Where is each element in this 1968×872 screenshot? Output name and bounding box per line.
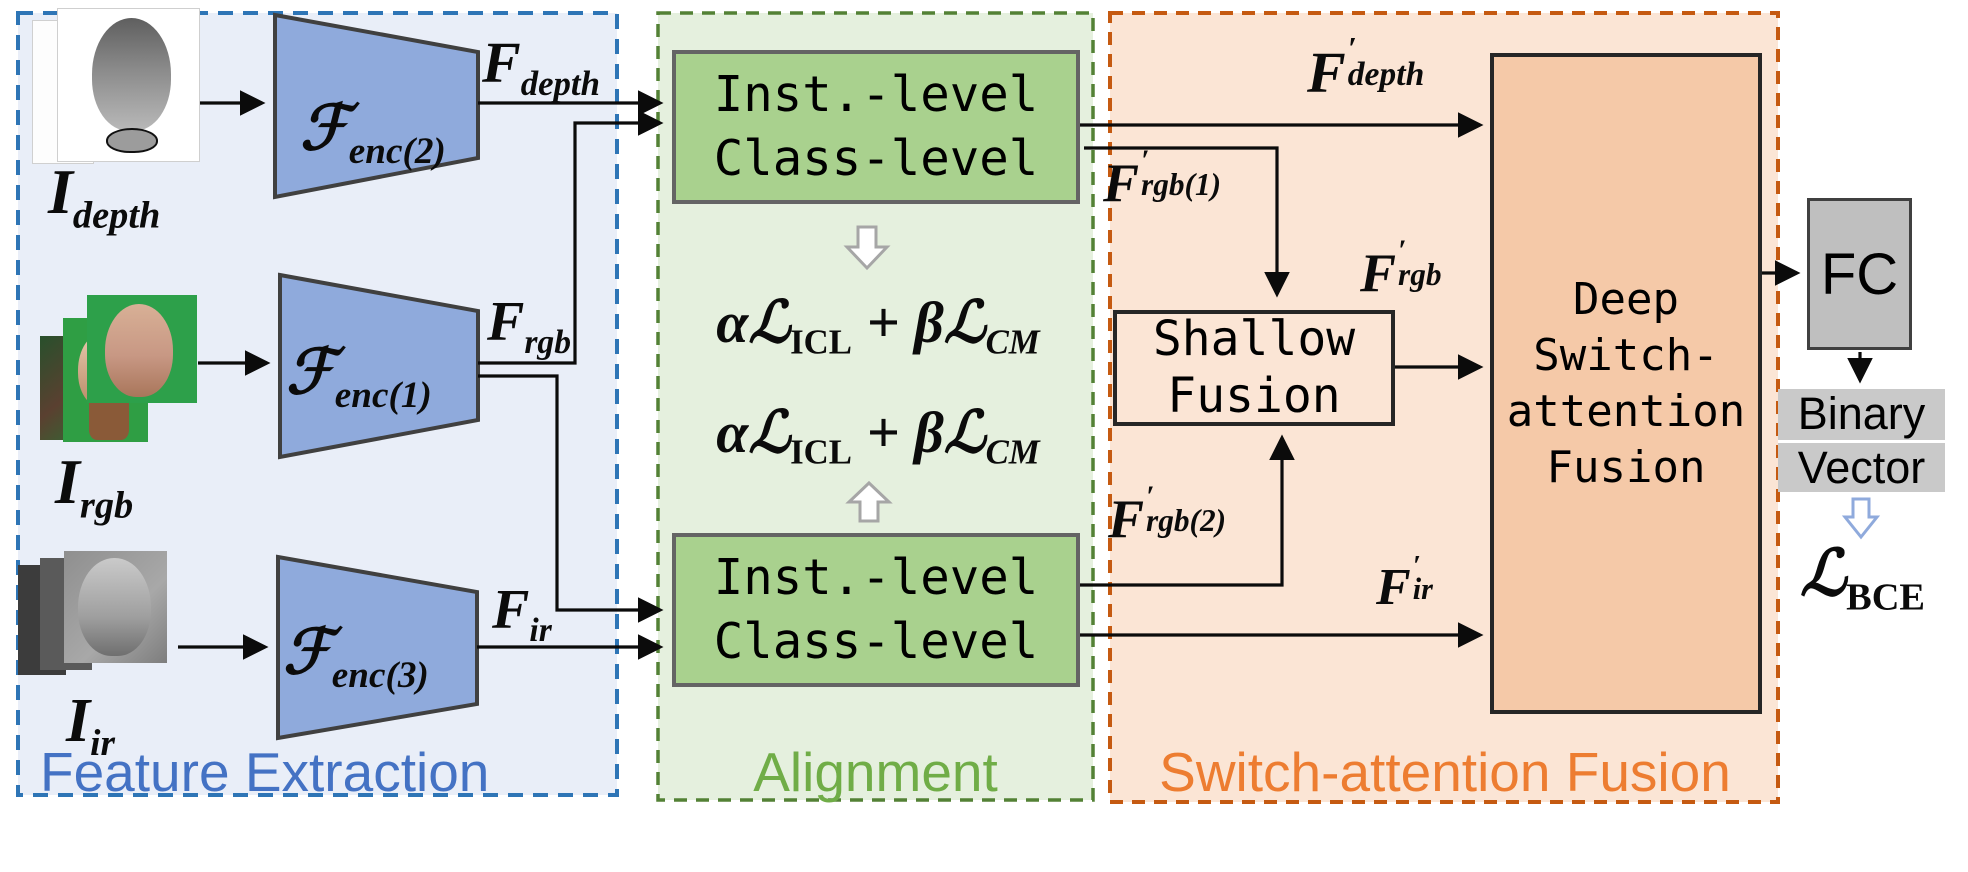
depth-face bbox=[91, 18, 171, 131]
class-level-label: Class-level bbox=[713, 130, 1039, 187]
shallow-fusion-box: Shallow Fusion bbox=[1113, 310, 1395, 426]
ir-face bbox=[78, 557, 151, 657]
fp-rgb1-arrow bbox=[1084, 146, 1290, 298]
alignment-loss-formula-top: αℒICL + βℒCM bbox=[716, 290, 1040, 362]
bce-down-block-arrow bbox=[1841, 497, 1881, 540]
fusion-label: Fusion bbox=[1546, 441, 1706, 493]
label-encoder-1: ℱenc(1) bbox=[286, 339, 432, 417]
encoder-ir-trapezoid bbox=[276, 554, 479, 741]
label-f-prime-depth: F ′ depth bbox=[1307, 31, 1425, 105]
deep-label: Deep bbox=[1573, 273, 1679, 325]
loss-up-block-arrow bbox=[845, 480, 893, 523]
loss-down-block-arrow bbox=[843, 225, 891, 271]
alignment-caption: Alignment bbox=[753, 741, 998, 803]
label-f-rgb: Frgb bbox=[487, 291, 572, 361]
deep-switch-attention-fusion-box: Deep Switch- attention Fusion bbox=[1490, 53, 1762, 714]
shallow-label: Shallow bbox=[1152, 311, 1356, 367]
encoder-depth-trapezoid bbox=[273, 12, 480, 200]
label-f-prime-rgb: F ′ rgb bbox=[1360, 234, 1442, 303]
rgb-face bbox=[104, 303, 173, 397]
fc-box: FC bbox=[1807, 198, 1912, 350]
shallow-fusion-label: Fusion bbox=[1167, 368, 1341, 424]
label-l-bce: ℒBCE bbox=[1800, 538, 1926, 619]
encoder-rgb-trapezoid bbox=[278, 272, 480, 460]
label-encoder-2: ℱenc(2) bbox=[300, 95, 446, 173]
alignment-box-top: Inst.-level Class-level bbox=[672, 50, 1080, 204]
rgb-image bbox=[87, 295, 197, 403]
f-rgb-up-arrow bbox=[478, 110, 664, 365]
feature-extraction-caption: Feature Extraction bbox=[40, 741, 490, 803]
alignment-box-bottom: Inst.-level Class-level bbox=[672, 533, 1080, 687]
binary-label-row: Binary bbox=[1778, 389, 1945, 440]
label-i-ir: Iir bbox=[66, 687, 115, 765]
label-f-prime-rgb2: F ′ rgb(2) bbox=[1108, 480, 1227, 549]
attention-label: attention bbox=[1506, 385, 1746, 437]
label-encoder-3: ℱenc(3) bbox=[283, 619, 429, 697]
class-level-label: Class-level bbox=[713, 613, 1039, 670]
label-i-rgb: Irgb bbox=[55, 446, 134, 527]
depth-chin-contour bbox=[105, 127, 158, 153]
label-f-ir: Fir bbox=[492, 579, 552, 649]
label-i-depth: Idepth bbox=[48, 156, 161, 237]
depth-image bbox=[57, 8, 200, 162]
vector-label-row: Vector bbox=[1778, 443, 1945, 493]
f-rgb-down-arrow bbox=[478, 374, 664, 623]
switch-label: Switch- bbox=[1533, 329, 1719, 381]
inst-level-label: Inst.-level bbox=[713, 549, 1039, 606]
fp-rgb2-arrow bbox=[1080, 434, 1295, 587]
fc-label: FC bbox=[1820, 241, 1899, 307]
label-f-depth: Fdepth bbox=[482, 30, 600, 104]
inst-level-label: Inst.-level bbox=[713, 66, 1039, 123]
label-f-prime-rgb1: F ′ rgb(1) bbox=[1103, 144, 1222, 213]
label-f-prime-ir: F ′ ir bbox=[1376, 550, 1433, 616]
switch-attention-fusion-caption: Switch-attention Fusion bbox=[1159, 741, 1731, 803]
ir-image bbox=[64, 551, 167, 663]
alignment-loss-formula-bottom: αℒICL + βℒCM bbox=[716, 400, 1040, 472]
